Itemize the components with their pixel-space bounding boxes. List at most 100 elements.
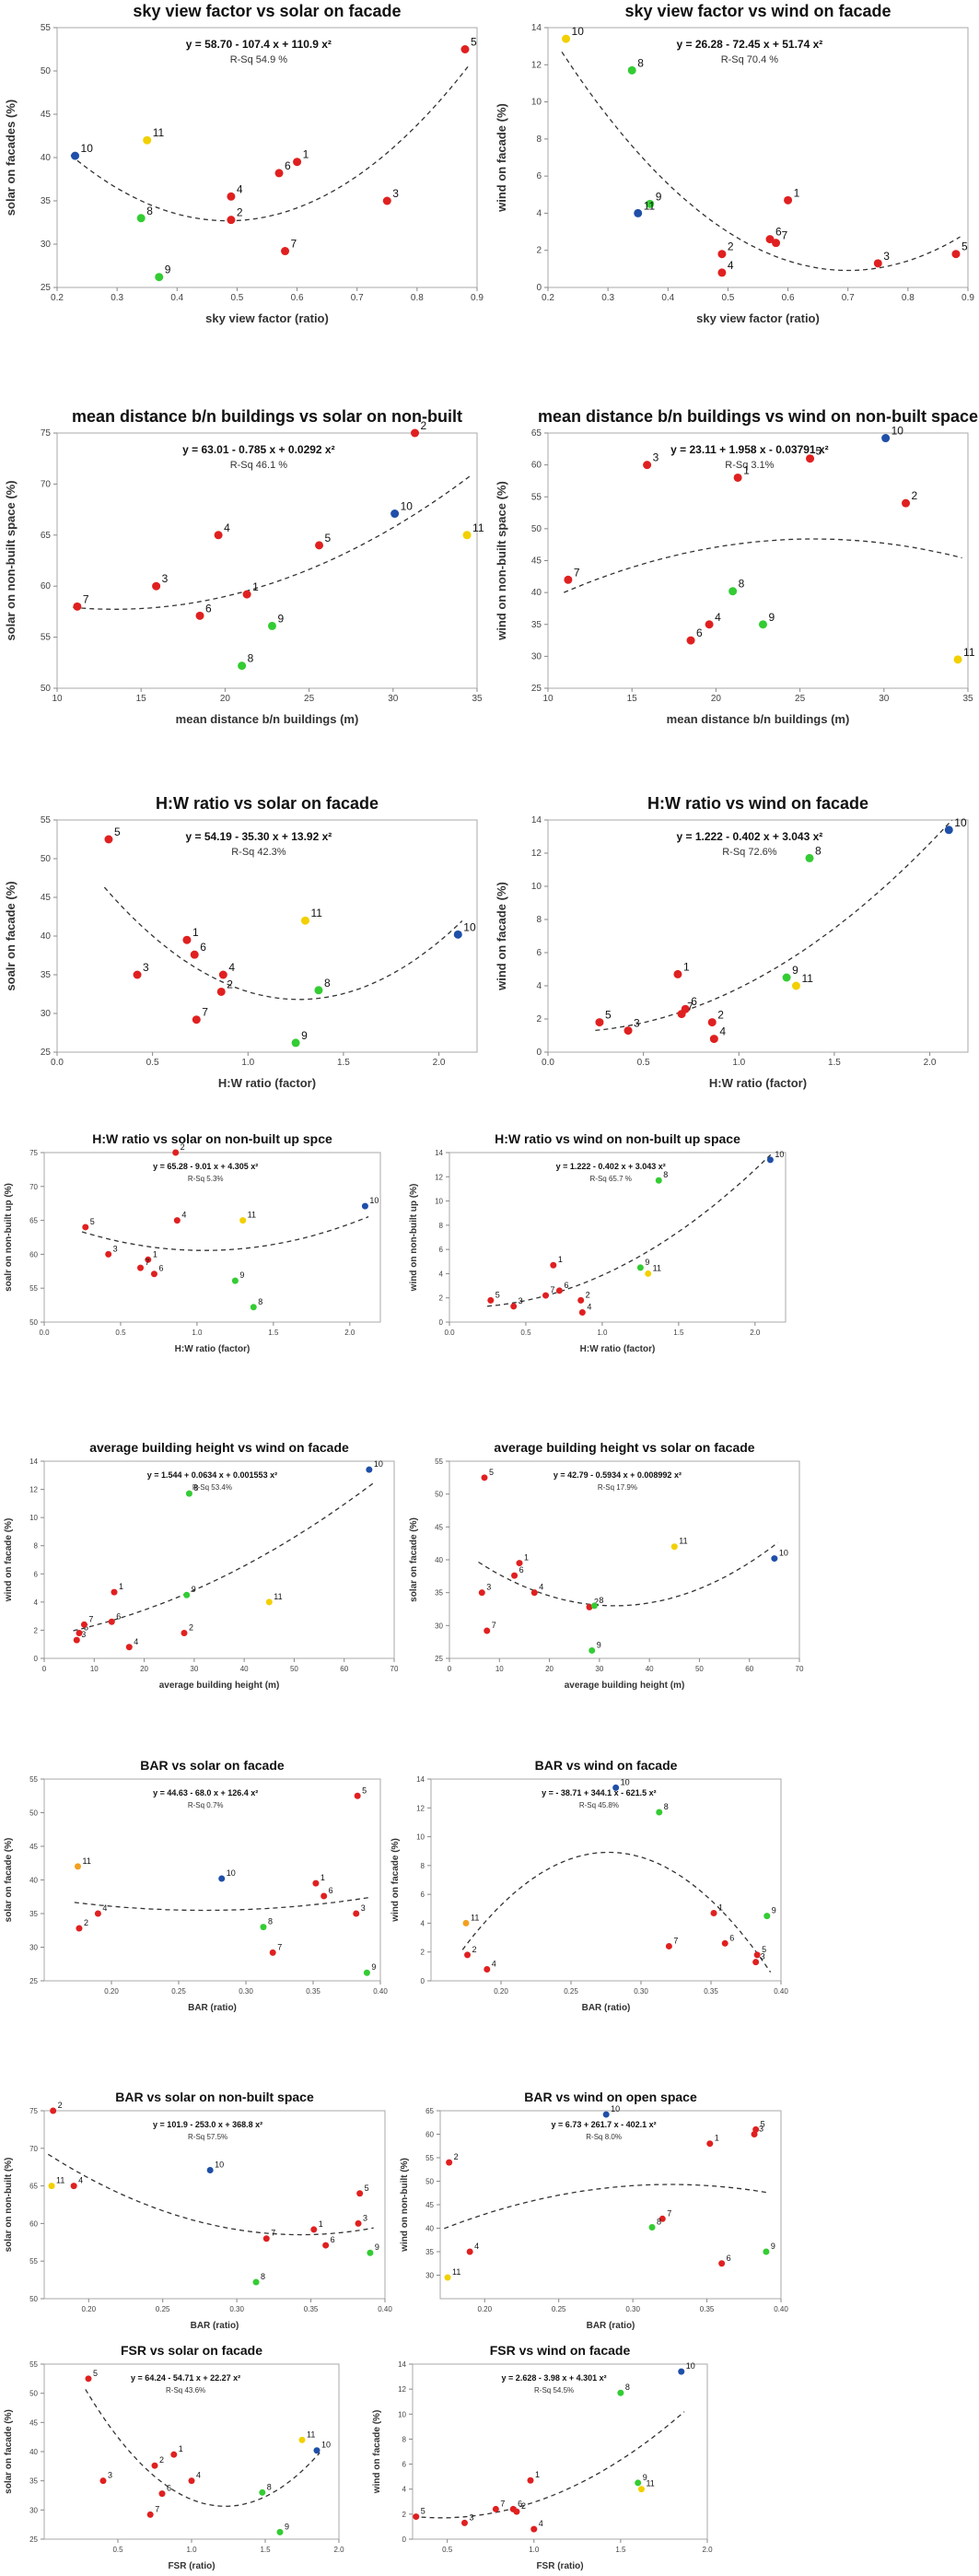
x-axis-label: H:W ratio (factor)	[218, 1076, 316, 1090]
y-tick-label: 6	[34, 1570, 39, 1578]
data-point-11	[48, 2183, 55, 2190]
y-axis-label: solar on facade (%)	[409, 1517, 419, 1602]
x-tick-label: 0.30	[634, 1987, 648, 1996]
chart-title: H:W ratio vs wind on non-built up space	[495, 1131, 740, 1146]
regression-equation: y = 1.544 + 0.0634 x + 0.001553 x²	[147, 1470, 277, 1480]
y-axis-label: solar on non-built (%)	[4, 2158, 14, 2253]
point-label: 11	[679, 1537, 687, 1546]
x-tick-label: 0.2	[51, 293, 64, 303]
y-tick-label: 0	[536, 283, 542, 293]
point-label: 10	[611, 2104, 620, 2113]
regression-curve	[74, 1896, 371, 1912]
data-point-3	[478, 1589, 485, 1597]
plot-frame	[547, 27, 969, 288]
point-label: 7	[551, 1285, 555, 1294]
point-label: 11	[248, 1211, 256, 1220]
regression-equation: y = 58.70 - 107.4 x + 110.9 x²	[186, 38, 332, 51]
point-label: 4	[719, 1025, 726, 1038]
chart-title: average building height vs solar on faca…	[494, 1440, 754, 1455]
chart-13-bar-vs-solar-on-non-built-space: BAR vs solar on non-built space 0.20 0.25 0…	[0, 2087, 396, 2336]
y-tick-label: 70	[41, 479, 52, 489]
point-label: 1	[192, 926, 199, 939]
point-label: 7	[574, 566, 580, 579]
chart-title: BAR vs solar on non-built space	[115, 2090, 314, 2104]
y-tick-label: 35	[435, 1589, 443, 1598]
point-label: 2	[728, 240, 734, 253]
plot-frame	[56, 27, 478, 288]
data-point-7	[665, 1942, 672, 1950]
y-tick-label: 35	[29, 1910, 38, 1918]
regression-equation: y = 101.9 - 253.0 x + 368.8 x²	[153, 2120, 262, 2129]
y-axis-label: wind on non-built (%)	[400, 2158, 410, 2253]
x-tick-label: 0.4	[170, 293, 183, 303]
y-tick-label: 55	[29, 2257, 38, 2266]
point-label: 8	[599, 1596, 603, 1605]
y-tick-label: 12	[435, 1173, 443, 1181]
y-tick-label: 75	[29, 2107, 38, 2115]
point-label: 2	[189, 1622, 193, 1632]
r-squared: R-Sq 8.0%	[586, 2133, 622, 2141]
data-point-7	[772, 239, 781, 248]
point-label: 11	[83, 1856, 91, 1866]
data-point-8	[656, 1809, 663, 1816]
data-point-4	[466, 2248, 473, 2255]
data-point-11	[791, 981, 800, 990]
point-label: 3	[81, 1630, 86, 1639]
data-point-1	[170, 2451, 178, 2458]
data-point-11	[239, 1217, 247, 1224]
point-label: 2	[586, 1290, 590, 1299]
data-point-9	[155, 273, 164, 282]
point-label: 3	[162, 572, 169, 585]
point-label: 3	[653, 451, 659, 464]
data-point-9	[763, 2248, 770, 2255]
x-tick-label: 0.6	[291, 293, 304, 303]
x-tick-label: 20	[220, 694, 231, 704]
y-tick-label: 10	[435, 1198, 443, 1206]
point-label: 4	[196, 2471, 201, 2480]
x-tick-label: 0.5	[721, 293, 734, 303]
data-point-7	[192, 1015, 201, 1025]
y-tick-label: 6	[536, 948, 542, 958]
point-label: 10	[621, 1777, 630, 1786]
point-label: 3	[363, 2213, 367, 2222]
point-label: 5	[362, 1786, 367, 1795]
data-point-11	[300, 916, 309, 925]
data-point-3	[152, 581, 161, 591]
data-point-9	[636, 1264, 644, 1271]
data-point-5	[315, 541, 324, 550]
y-tick-label: 8	[421, 1862, 425, 1870]
data-point-1	[706, 2140, 714, 2148]
x-tick-label: 0.25	[564, 1987, 578, 1996]
chart-12-bar-vs-wind-on-facade: BAR vs wind on facade 0.20 0.25 0.30 0.35 0.4…	[387, 1755, 792, 2018]
x-tick-label: 50	[695, 1665, 704, 1673]
plot-frame	[547, 432, 969, 689]
data-point-8	[260, 1924, 267, 1931]
point-label: 11	[153, 126, 165, 139]
data-point-8	[136, 214, 146, 223]
y-tick-label: 10	[416, 1833, 425, 1842]
chart-title: H:W ratio vs wind on facade	[647, 794, 868, 813]
y-tick-label: 14	[398, 2360, 406, 2369]
x-tick-label: 25	[304, 694, 315, 704]
data-point-7	[484, 1627, 491, 1634]
chart-svg: H:W ratio vs solar on facade 0.0 0.5 1.0 1.5…	[4, 794, 478, 1090]
data-point-3	[752, 1959, 760, 1966]
point-label: 9	[165, 263, 171, 276]
point-label: 5	[495, 1290, 500, 1299]
point-label: 9	[656, 190, 662, 203]
point-label: 7	[155, 2504, 159, 2513]
data-point-9	[782, 973, 791, 982]
y-tick-label: 50	[41, 854, 52, 864]
y-tick-label: 0	[402, 2535, 407, 2544]
data-point-4	[70, 2183, 77, 2190]
data-point-11	[265, 1598, 273, 1606]
point-label: 10	[81, 142, 94, 155]
plot-frame	[43, 1460, 395, 1659]
point-label: 11	[310, 907, 322, 919]
x-tick-label: 10	[495, 1665, 504, 1673]
point-label: 4	[539, 2519, 543, 2528]
point-label: 1	[303, 148, 309, 161]
point-label: 7	[500, 2499, 505, 2508]
data-point-1	[182, 935, 192, 944]
point-label: 9	[768, 611, 775, 624]
